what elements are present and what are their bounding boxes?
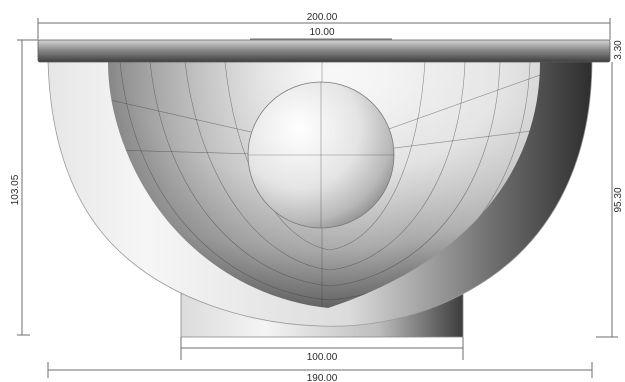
dim-bottom-width: 190.00	[307, 373, 338, 382]
bowl-rim	[37, 39, 611, 63]
dim-left-total-height: 103.05	[10, 174, 21, 205]
dim-lid-thickness: 3.30	[613, 40, 624, 60]
dimension-lines	[17, 18, 618, 378]
dim-top-inner-width: 10.00	[309, 27, 334, 38]
dim-top-total-width: 200.00	[307, 12, 338, 23]
dim-base-width: 100.00	[307, 352, 338, 363]
dim-right-height: 95.30	[613, 187, 624, 212]
